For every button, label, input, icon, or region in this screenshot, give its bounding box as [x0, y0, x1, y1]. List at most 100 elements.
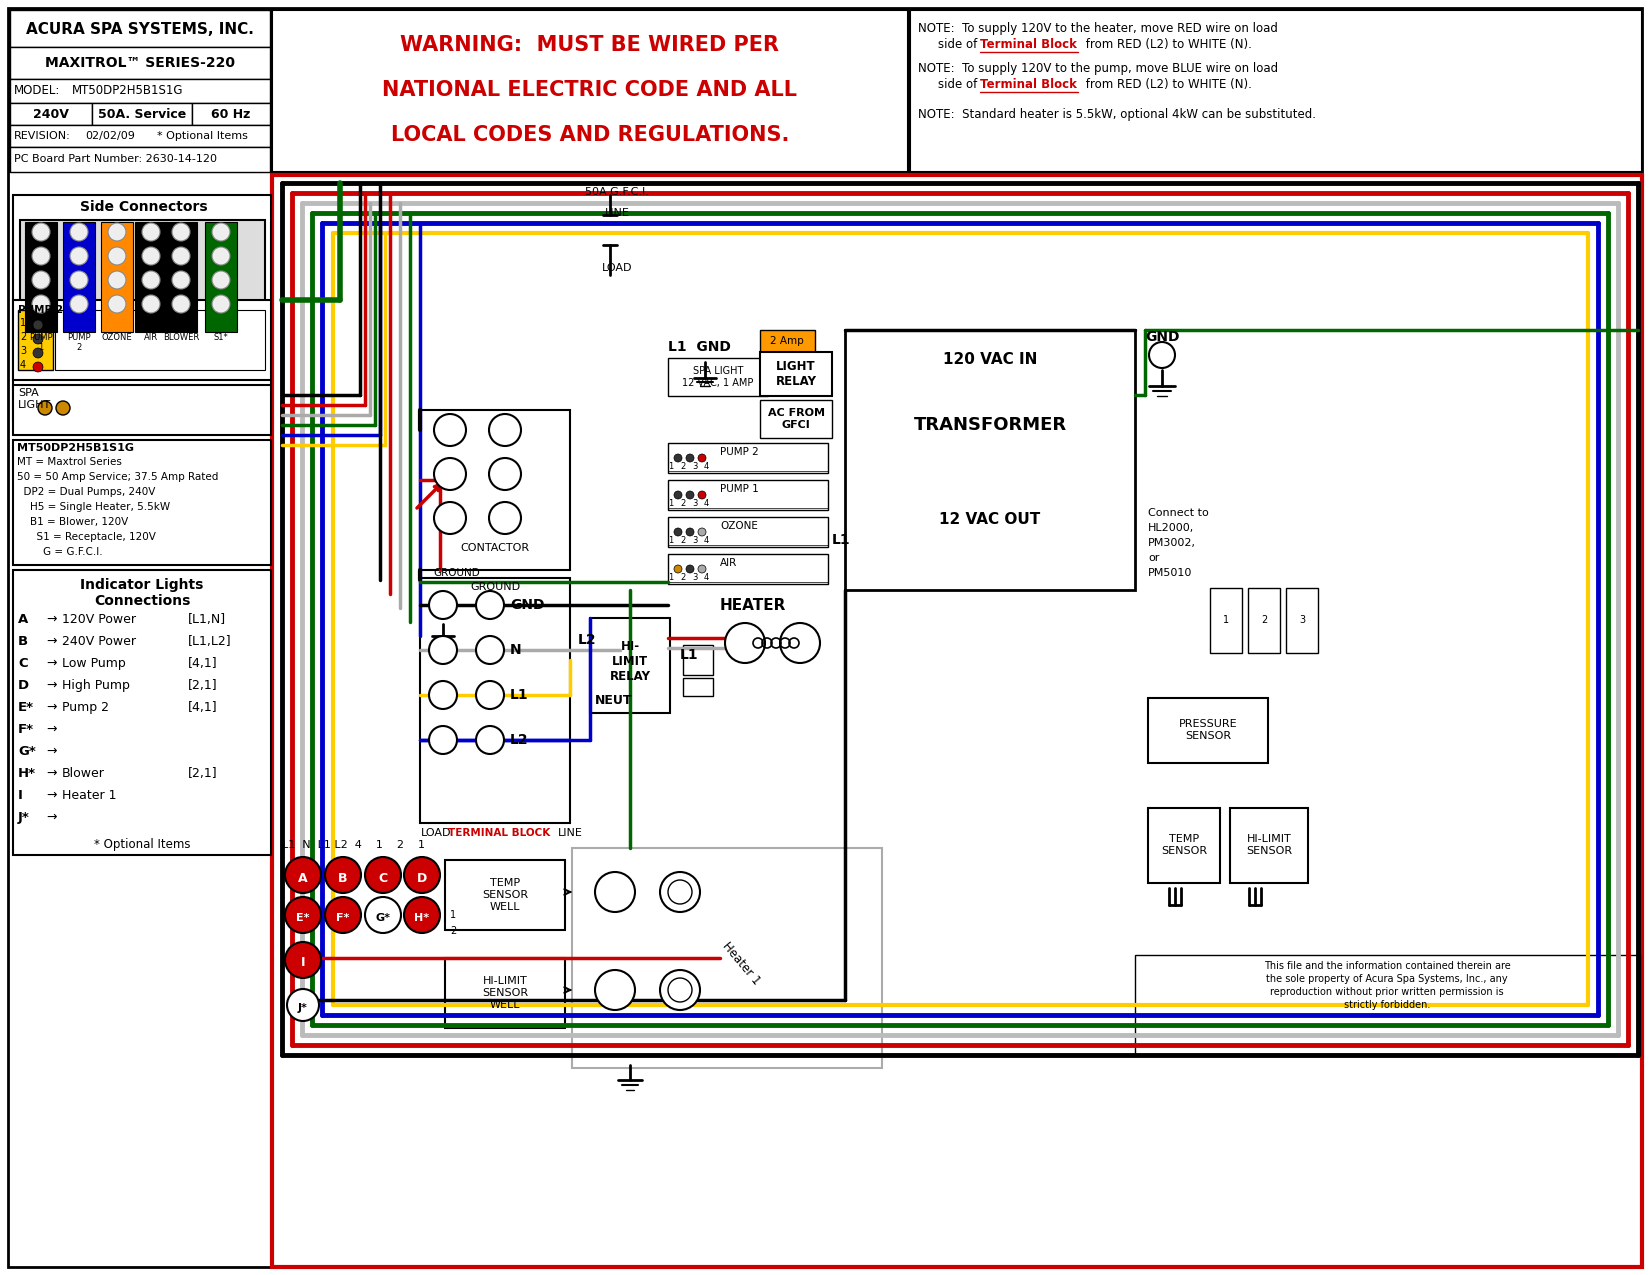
Circle shape	[596, 872, 635, 912]
Text: PUMP 2: PUMP 2	[18, 305, 63, 315]
Bar	[13, 195, 271, 419]
Text: 1: 1	[20, 317, 26, 328]
Bar	[20, 221, 266, 335]
Text: NOTE:  To supply 120V to the pump, move BLUE wire on load: NOTE: To supply 120V to the pump, move B…	[917, 62, 1279, 75]
Text: →: →	[46, 680, 56, 692]
Text: from RED (L2) to WHITE (N).: from RED (L2) to WHITE (N).	[1082, 38, 1252, 51]
Bar	[1135, 955, 1640, 1054]
Circle shape	[673, 491, 681, 499]
Text: LINE: LINE	[558, 827, 582, 838]
Circle shape	[211, 295, 229, 312]
Circle shape	[107, 272, 125, 289]
Text: SPA LIGHT
12 VAC, 1 AMP: SPA LIGHT 12 VAC, 1 AMP	[683, 366, 754, 388]
Text: MT = Maxtrol Series: MT = Maxtrol Series	[16, 456, 122, 467]
Text: Connections: Connections	[94, 594, 190, 608]
Text: 2: 2	[20, 332, 26, 342]
Circle shape	[69, 247, 87, 265]
Text: or: or	[1148, 553, 1160, 564]
Text: Indicator Lights: Indicator Lights	[81, 578, 203, 592]
Text: H*: H*	[414, 913, 429, 923]
Text: 3: 3	[691, 572, 698, 581]
Text: H5 = Single Heater, 5.5kW: H5 = Single Heater, 5.5kW	[16, 502, 170, 513]
Text: HI-
LIMIT
RELAY: HI- LIMIT RELAY	[609, 640, 650, 683]
Text: L1: L1	[510, 688, 528, 703]
Bar	[573, 848, 883, 1068]
Bar	[1229, 808, 1308, 884]
Text: →: →	[46, 613, 56, 626]
Text: LINE: LINE	[604, 208, 629, 218]
Circle shape	[404, 898, 441, 933]
Circle shape	[660, 872, 700, 912]
Text: →: →	[46, 701, 56, 714]
Text: OZONE: OZONE	[719, 521, 757, 530]
Text: This file and the information contained therein are: This file and the information contained …	[1264, 961, 1510, 972]
Text: TRANSFORMER: TRANSFORMER	[914, 416, 1066, 434]
Text: PUMP
2: PUMP 2	[68, 333, 91, 352]
Text: 3: 3	[1299, 615, 1305, 625]
Circle shape	[107, 247, 125, 265]
Circle shape	[172, 223, 190, 241]
Text: 120 VAC IN: 120 VAC IN	[942, 352, 1038, 367]
Text: [4,1]: [4,1]	[188, 657, 218, 669]
Bar	[10, 125, 271, 147]
Circle shape	[698, 454, 706, 462]
Text: LOCAL CODES AND REGULATIONS.: LOCAL CODES AND REGULATIONS.	[391, 125, 789, 145]
Bar	[63, 222, 96, 332]
Text: E*: E*	[18, 701, 35, 714]
Text: 2: 2	[1261, 615, 1267, 625]
Circle shape	[365, 898, 401, 933]
Text: PC Board Part Number: 2630-14-120: PC Board Part Number: 2630-14-120	[13, 154, 218, 164]
Text: I: I	[300, 956, 305, 969]
Text: AIR: AIR	[144, 333, 158, 342]
Text: J*: J*	[299, 1003, 309, 1014]
Text: reproduction without prior written permission is: reproduction without prior written permi…	[1270, 987, 1503, 997]
Circle shape	[69, 223, 87, 241]
Circle shape	[488, 414, 521, 446]
Bar	[18, 310, 53, 370]
Circle shape	[475, 592, 503, 618]
Text: MAXITROL™ SERIES-220: MAXITROL™ SERIES-220	[45, 56, 234, 70]
Circle shape	[33, 348, 43, 358]
Circle shape	[698, 491, 706, 499]
Text: 2: 2	[680, 536, 685, 544]
Text: strictly forbidden.: strictly forbidden.	[1343, 1000, 1431, 1010]
Text: S1 = Receptacle, 120V: S1 = Receptacle, 120V	[16, 532, 155, 542]
Circle shape	[142, 295, 160, 312]
Text: 2: 2	[680, 572, 685, 581]
Text: side of: side of	[937, 38, 982, 51]
Text: →: →	[46, 723, 56, 736]
Text: I: I	[18, 789, 23, 802]
Text: Side Connectors: Side Connectors	[79, 200, 208, 214]
Circle shape	[285, 942, 322, 978]
Text: 120V Power: 120V Power	[63, 613, 135, 626]
Circle shape	[434, 458, 465, 490]
Text: SPA
LIGHT: SPA LIGHT	[18, 388, 51, 409]
Text: G*: G*	[18, 745, 36, 759]
Text: 12 VAC OUT: 12 VAC OUT	[939, 513, 1041, 528]
Circle shape	[172, 247, 190, 265]
Text: LOAD: LOAD	[602, 263, 632, 273]
Circle shape	[107, 295, 125, 312]
Text: F*: F*	[337, 913, 350, 923]
Text: Heater 1: Heater 1	[63, 789, 117, 802]
Text: 240V: 240V	[33, 107, 69, 121]
Bar	[10, 10, 271, 47]
Text: 50A G.F.C.I.: 50A G.F.C.I.	[586, 187, 648, 198]
Text: H*: H*	[18, 768, 36, 780]
Text: F*: F*	[18, 723, 35, 736]
Circle shape	[698, 528, 706, 536]
Text: N: N	[510, 643, 521, 657]
Text: AIR: AIR	[719, 558, 738, 567]
Text: 1: 1	[668, 499, 673, 507]
Circle shape	[429, 725, 457, 754]
Text: 2: 2	[680, 462, 685, 470]
Text: 4: 4	[705, 499, 710, 507]
Text: [4,1]: [4,1]	[188, 701, 218, 714]
Circle shape	[31, 295, 50, 312]
Text: GND: GND	[1145, 330, 1180, 344]
Text: 4: 4	[20, 360, 26, 370]
Text: L1  N  L1 L2  4    1    2    1: L1 N L1 L2 4 1 2 1	[282, 840, 426, 850]
Bar	[10, 10, 271, 172]
Circle shape	[475, 681, 503, 709]
Bar	[761, 352, 832, 397]
